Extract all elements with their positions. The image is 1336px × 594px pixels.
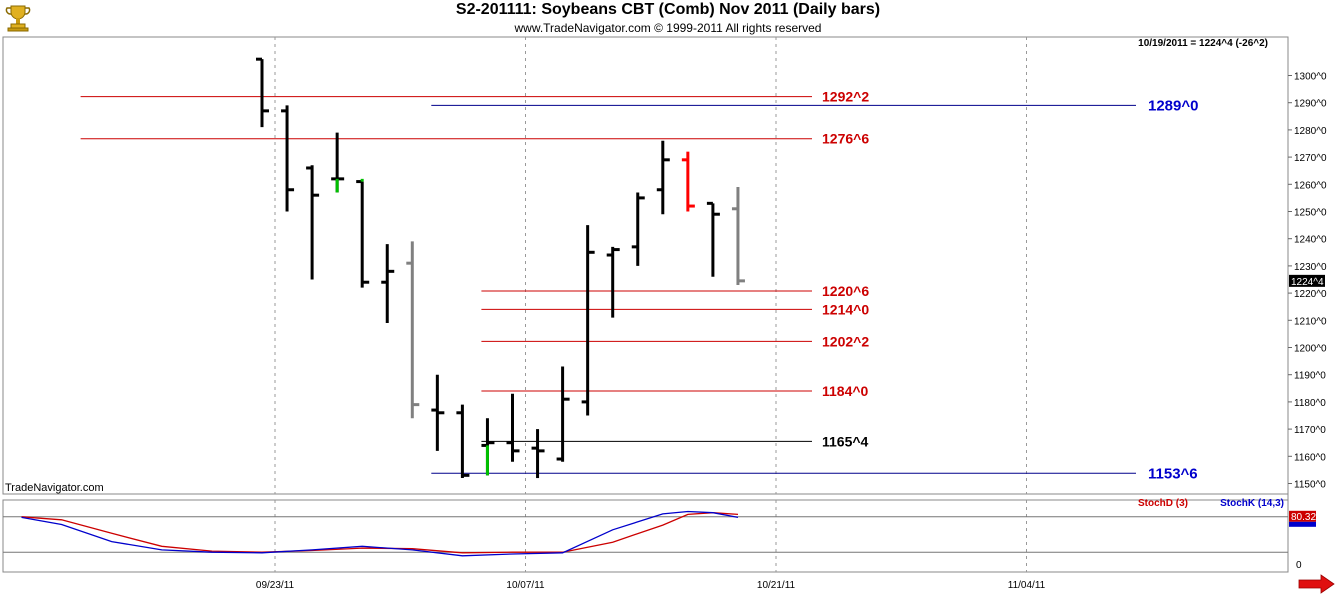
stoch-value-box [1289,510,1316,522]
ohlc-bar-11 [531,429,545,479]
price-tick-label-7: 1220^0 [1294,289,1327,300]
date-axis: 09/23/11 10/07/11 10/21/11 11/04/11 [256,580,1046,591]
stoch-tick-label-0: 0 [1296,560,1302,571]
price-tick-label-8: 1230^0 [1294,262,1327,273]
ohlc-bar-7 [431,374,445,451]
level-lines: 1292^2 1289^0 1276^6 1220^6 1214^0 1202^2 1184… [80,89,1198,482]
price-tick-label-9: 1240^0 [1294,235,1327,246]
price-tick-label-11: 1260^0 [1294,180,1327,191]
scroll-right-arrow-icon[interactable] [1298,574,1335,594]
ohlc-bar-1 [281,105,295,212]
chart-subtitle: www.TradeNavigator.com © 1999-2011 All r… [514,21,822,35]
level-label-0: 1292^2 [822,89,869,105]
ohlc-bar-16 [656,140,670,215]
date-label-2: 10/21/11 [757,580,796,591]
price-tick-label-12: 1270^0 [1294,153,1327,164]
price-tick-label-13: 1280^0 [1294,126,1327,137]
ohlc-bars [256,57,745,479]
price-tick-label-4: 1190^0 [1294,371,1326,382]
stochastic-panel: StochD (3) StochK (14,3) 80.32 0 [3,498,1316,571]
stoch-legend-1: StochK (14,3) [1220,498,1284,509]
price-tick-label-5: 1200^0 [1294,344,1327,355]
date-label-1: 10/07/11 [506,580,545,591]
stochastic-panel-border [2,499,1289,573]
last-price-info: 10/19/2011 = 1224^4 (-26^2) [1138,38,1268,49]
ohlc-bar-4 [356,180,370,288]
ohlc-bar-12 [556,366,570,462]
ohlc-bar-2 [306,165,320,280]
watermark: TradeNavigator.com [5,482,104,494]
ohlc-bar-18 [706,201,720,277]
date-label-0: 09/23/11 [256,580,295,591]
last-price-label: 1224^4 [1291,277,1324,288]
trophy-logo-icon[interactable] [2,2,34,34]
ohlc-bar-14 [606,246,620,318]
price-tick-label-2: 1170^0 [1294,425,1326,436]
ohlc-bar-13 [581,225,595,416]
ohlc-bar-8 [456,404,470,479]
price-axis: 1150^0 1160^0 1170^0 1180^0 1190^0 1200^0 1210… [1287,37,1327,572]
level-label-2: 1276^6 [822,131,869,147]
stoch-value-box-k [1289,521,1316,527]
price-tick-label-3: 1180^0 [1294,398,1326,409]
stoch-k-line [21,510,739,557]
ohlc-bar-0 [256,57,269,128]
price-tick-label-15: 1300^0 [1294,72,1327,83]
stoch-value-label: 80.32 [1291,512,1316,523]
level-label-1: 1289^0 [1148,97,1198,114]
date-gridlines [274,37,1027,572]
price-tick-label-1: 1160^0 [1294,452,1326,463]
ohlc-bar-17 [681,151,695,212]
chart-title: S2-201111: Soybeans CBT (Comb) Nov 2011 … [455,1,881,18]
chart-header: S2-201111: Soybeans CBT (Comb) Nov 2011 … [0,0,1336,37]
level-label-6: 1184^0 [822,383,869,399]
level-label-7: 1165^4 [822,433,869,449]
ohlc-bar-5 [381,244,395,324]
price-tick-label-0: 1150^0 [1294,480,1326,491]
ohlc-bar-15 [631,192,645,266]
date-label-3: 11/04/11 [1008,580,1046,591]
ohlc-bar-10 [506,393,520,462]
level-label-3: 1220^6 [822,283,869,299]
last-price-box [1289,274,1325,287]
stoch-legend-0: StochD (3) [1138,498,1188,509]
price-tick-label-6: 1210^0 [1294,316,1327,327]
level-label-4: 1214^0 [822,301,869,317]
stoch-d-line [21,512,739,554]
ohlc-bar-19 [731,187,745,285]
level-label-5: 1202^2 [822,333,869,349]
price-tick-label-14: 1290^0 [1294,99,1327,110]
ohlc-bar-6 [406,241,420,419]
price-tick-label-10: 1250^0 [1294,208,1327,219]
level-label-8: 1153^6 [1148,465,1198,482]
chart-frame [2,36,1289,573]
